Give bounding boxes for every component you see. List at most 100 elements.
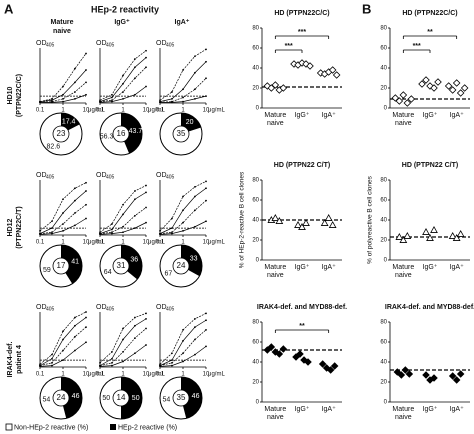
y-tick-label: 0 [384,106,388,112]
pie-negative-label: 54 [43,397,51,404]
curve-point [111,93,113,96]
od-sub: 405 [166,42,175,48]
curve-point [39,365,41,368]
curve-point [171,232,173,235]
curve [159,49,207,101]
curve [99,313,147,364]
curve-point [159,363,161,366]
curve-point [171,352,173,355]
curve-point [145,85,147,88]
curve-point [99,365,101,368]
pie-center [112,389,130,407]
panel-title: HD (PTPN22 C/T) [402,162,458,169]
curve-point [205,312,207,315]
curve-point [134,198,136,201]
data-point [418,80,426,88]
curve-point [111,231,113,234]
column-header: IgA⁺ [175,19,190,26]
data-point [422,76,430,84]
data-point [448,372,457,380]
curve-point [74,67,76,70]
x-tick-label: naive [395,120,412,127]
curve-point [99,233,101,236]
curve-point [194,88,196,91]
data-point [397,371,406,379]
x-tick-label: naive [267,272,284,279]
curve-point [39,229,41,232]
pie-center [112,125,130,143]
x-unit: μg/mL [148,372,165,378]
y-tick-label: 40 [252,360,259,366]
x-tick-label: 10 [83,240,90,246]
data-point [452,233,461,241]
data-point [395,97,404,105]
curve-point [51,364,53,367]
curve-point [122,327,124,330]
pie-count: 17 [57,261,66,270]
pie-count: 31 [117,261,126,270]
curve-point [62,212,64,214]
curve-point [171,97,173,100]
pie-positive [121,377,142,419]
significance-label: *** [285,43,293,50]
pie-count: 16 [117,129,126,138]
legend-swatch [110,424,116,430]
curve-point [99,231,101,234]
curve-point [122,225,124,228]
curve-point [85,181,87,184]
y-tick-label: 80 [252,320,259,326]
od-label: OD [36,172,47,179]
curve-point [85,341,87,344]
data-point [403,231,412,239]
pie-positive [121,245,142,280]
data-point [328,66,337,74]
y-tick-label: 60 [252,340,259,346]
curve-point [205,187,207,190]
curve-point [51,101,53,104]
section-header: HEp-2 reactivity [91,4,159,14]
curve-point [85,311,87,313]
x-tick-label: 10 [143,240,150,246]
y-tick-label: 60 [380,46,387,52]
curve-point [145,191,147,194]
curve-point [74,212,76,214]
curve-point [145,56,147,59]
x-tick-label: 10 [203,240,210,246]
curve-point [62,97,64,100]
curve-point [122,360,124,363]
pie-center [172,389,190,407]
legend-label: HEp-2 reactive (%) [118,424,177,431]
data-point [430,84,438,92]
curve-point [205,199,207,202]
curve-point [171,227,173,230]
data-point [324,213,333,221]
pie-count: 24 [177,261,186,270]
pie-negative-label: 56.3 [100,134,114,141]
significance-label: *** [298,29,306,36]
data-point [294,220,302,228]
row-label: (PTPN22C/T) [16,206,23,248]
y-tick-label: 40 [252,218,259,224]
curve-point [99,99,101,102]
curve-point [111,232,113,235]
curve-point [134,324,136,327]
curve [159,346,207,367]
panel-title: IRAK4-def. and MYD88-def. [385,304,474,311]
data-point [426,233,434,241]
curve-point [85,52,87,55]
y-tick-label: 40 [380,66,387,72]
curve-point [122,97,124,100]
curve-point [182,360,184,363]
curve-point [134,227,136,230]
row-label: HD10 [7,86,14,104]
curve-point [74,335,76,338]
x-unit: μg/mL [208,108,225,114]
curve-point [182,339,184,342]
curve-point [122,213,124,216]
y-tick-label: 60 [252,46,259,52]
curve-point [134,93,136,96]
data-point [306,62,314,70]
pie-positive-label: 20 [186,119,194,126]
x-tick-label: IgA⁺ [450,264,465,271]
data-point [326,366,335,374]
